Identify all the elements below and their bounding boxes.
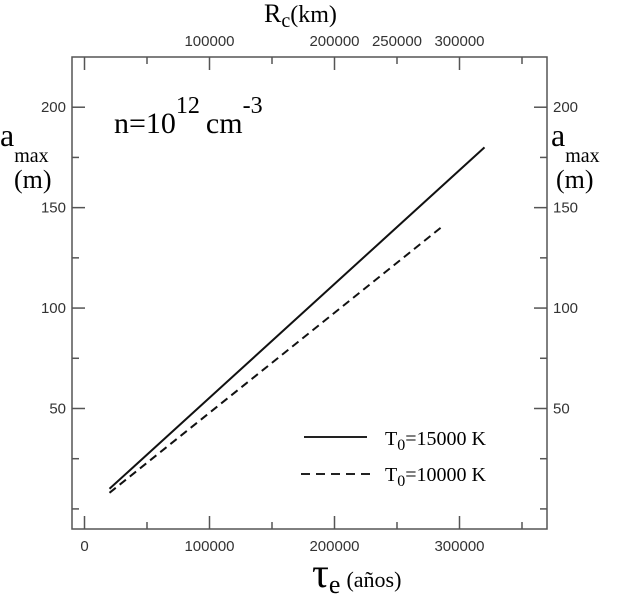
density-exponent: 12 [176, 93, 200, 119]
legend-value-solid: =15000 K [405, 428, 486, 450]
series-line-solid [108, 146, 486, 490]
legend-symbol-solid: T [385, 428, 397, 450]
x2-axis-subscript: c [281, 10, 290, 32]
axis-ticks: 0 100000 200000 300000 100000 200000 250000 300… [41, 33, 578, 555]
legend-subscript-dashed: 0 [397, 473, 405, 490]
x-axis-subscript: e [329, 570, 341, 594]
y-axis-unit-left: (m) [14, 165, 52, 194]
x-tick-label: 200000 [309, 538, 359, 555]
x-axis-label: τe (años) [312, 551, 401, 594]
y-axis-symbol-right: a [551, 117, 565, 153]
y-axis-label-right: amax [551, 117, 600, 167]
y-tick-label-right: 50 [553, 400, 570, 417]
x2-tick-label: 250000 [372, 33, 422, 50]
y-axis-label-left: amax [0, 117, 49, 167]
plot-frame [71, 56, 548, 530]
legend-value-dashed: =10000 K [405, 464, 486, 486]
y-tick-label-left: 150 [41, 200, 66, 217]
legend: T0=15000 K T0=10000 K [301, 428, 486, 490]
y-tick-label-right: 150 [553, 200, 578, 217]
legend-subscript-solid: 0 [397, 437, 405, 454]
y-axis-subscript-left: max [14, 145, 48, 167]
x-axis-symbol: τ [312, 551, 329, 594]
data-lines [108, 146, 486, 494]
x2-axis-label: Rc(km) [264, 0, 337, 32]
y-tick-label-left: 100 [41, 300, 66, 317]
x2-tick-label: 200000 [309, 33, 359, 50]
series-line-dashed [108, 224, 444, 494]
x-tick-label: 100000 [184, 538, 234, 555]
legend-label-dashed: T0=10000 K [385, 464, 486, 490]
legend-label-solid: T0=15000 K [385, 428, 486, 454]
x2-axis-unit: (km) [290, 2, 337, 28]
y-axis-symbol-left: a [0, 117, 14, 153]
density-unit: cm [206, 107, 243, 140]
y-tick-label-right: 100 [553, 300, 578, 317]
x-tick-label: 0 [80, 538, 88, 555]
x-tick-label: 300000 [434, 538, 484, 555]
y-tick-label-left: 50 [49, 400, 66, 417]
density-annotation: n=1012cm-3 [114, 93, 263, 140]
y-tick-label-right: 200 [553, 99, 578, 116]
x-axis-unit: (años) [346, 567, 401, 592]
x2-axis-symbol: R [264, 0, 282, 28]
x2-tick-label: 100000 [184, 33, 234, 50]
x2-tick-label: 300000 [434, 33, 484, 50]
density-base: n=10 [114, 107, 176, 140]
y-axis-unit-right: (m) [556, 165, 594, 194]
density-unit-exponent: -3 [243, 93, 263, 119]
y-axis-subscript-right: max [565, 145, 599, 167]
legend-symbol-dashed: T [385, 464, 397, 486]
y-tick-label-left: 200 [41, 99, 66, 116]
